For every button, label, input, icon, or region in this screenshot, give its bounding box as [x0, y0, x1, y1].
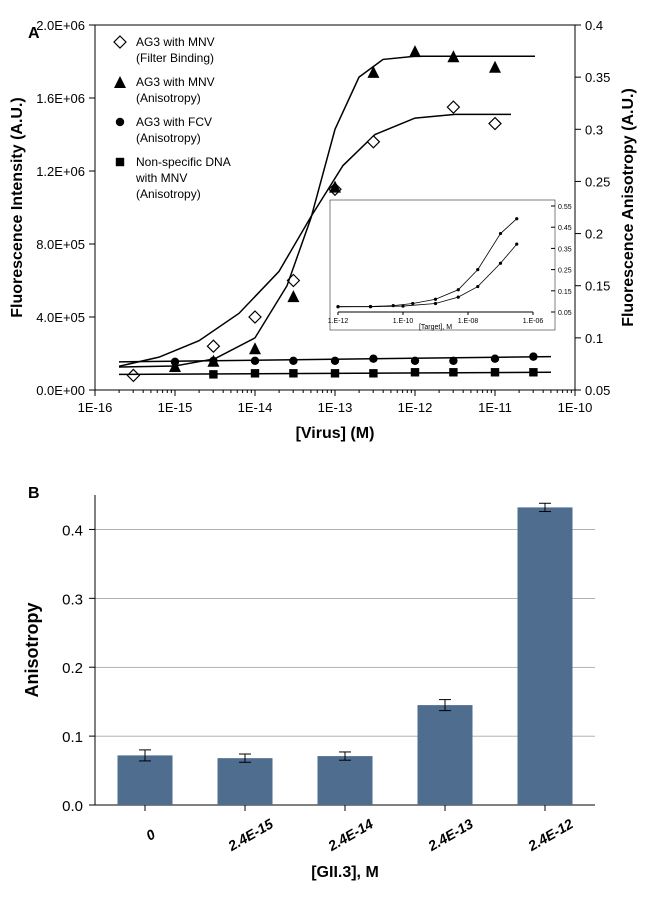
svg-text:4.0E+05: 4.0E+05: [36, 310, 85, 325]
svg-text:0.4: 0.4: [585, 18, 603, 33]
panel-a: A1E-161E-151E-141E-131E-121E-111E-10[Vir…: [0, 0, 658, 460]
svg-text:1E-14: 1E-14: [238, 400, 273, 415]
svg-text:Non-specific DNA: Non-specific DNA: [136, 155, 231, 169]
svg-text:0.45: 0.45: [558, 225, 572, 232]
svg-text:0.55: 0.55: [558, 204, 572, 211]
svg-text:0: 0: [143, 826, 158, 844]
svg-text:AG3 with MNV: AG3 with MNV: [136, 75, 215, 89]
svg-text:1E-13: 1E-13: [318, 400, 353, 415]
svg-text:1E-11: 1E-11: [478, 400, 512, 415]
svg-text:2.0E+06: 2.0E+06: [36, 18, 85, 33]
svg-text:[Target], M: [Target], M: [419, 324, 452, 331]
svg-text:Anisotropy: Anisotropy: [22, 602, 42, 697]
svg-text:1.E-08: 1.E-08: [458, 318, 479, 325]
svg-text:0.05: 0.05: [558, 310, 572, 317]
svg-text:AG3 with FCV: AG3 with FCV: [136, 115, 212, 129]
svg-text:2.4E-15: 2.4E-15: [224, 815, 276, 854]
svg-text:2.4E-13: 2.4E-13: [424, 815, 476, 854]
panel-b-svg: B 0.0 0.1 0.2 0.3 0.4 Anisotropy 0 2.4E-15 2.4E-1…: [0, 480, 658, 910]
svg-text:0.0E+00: 0.0E+00: [36, 383, 85, 398]
svg-text:2.4E-14: 2.4E-14: [324, 815, 376, 854]
svg-text:1E-12: 1E-12: [398, 400, 433, 415]
panel-a-svg: A1E-161E-151E-141E-131E-121E-111E-10[Vir…: [0, 0, 658, 460]
svg-text:0.35: 0.35: [585, 70, 610, 85]
svg-text:1E-10: 1E-10: [558, 400, 593, 415]
svg-text:0.2: 0.2: [585, 227, 603, 242]
svg-text:0.25: 0.25: [585, 174, 610, 189]
svg-text:0.25: 0.25: [558, 268, 572, 275]
panel-b: B 0.0 0.1 0.2 0.3 0.4 Anisotropy 0 2.4E-15 2.4E-1…: [0, 480, 658, 900]
svg-text:1.E-12: 1.E-12: [328, 318, 349, 325]
svg-text:0.1: 0.1: [585, 331, 603, 346]
svg-text:AG3 with MNV: AG3 with MNV: [136, 35, 215, 49]
figure-container: A1E-161E-151E-141E-131E-121E-111E-10[Vir…: [0, 0, 658, 912]
svg-text:Fluorescence Intensity (A.U.): Fluorescence Intensity (A.U.): [9, 97, 26, 318]
svg-text:with MNV: with MNV: [135, 171, 187, 185]
svg-text:B: B: [28, 485, 40, 502]
svg-text:0.0: 0.0: [62, 798, 83, 815]
svg-text:(Anisotropy): (Anisotropy): [136, 187, 201, 201]
svg-text:2.4E-12: 2.4E-12: [524, 815, 576, 854]
svg-text:8.0E+05: 8.0E+05: [36, 237, 85, 252]
svg-text:[GII.3], M: [GII.3], M: [311, 864, 379, 881]
svg-text:1.E-06: 1.E-06: [523, 318, 544, 325]
svg-text:1.6E+06: 1.6E+06: [36, 91, 85, 106]
svg-text:0.2: 0.2: [62, 660, 83, 677]
svg-text:0.1: 0.1: [62, 729, 83, 746]
svg-text:0.05: 0.05: [585, 383, 610, 398]
svg-text:(Anisotropy): (Anisotropy): [136, 91, 201, 105]
svg-text:(Filter Binding): (Filter Binding): [136, 51, 214, 65]
svg-text:[Virus] (M): [Virus] (M): [296, 425, 375, 442]
svg-text:1.2E+06: 1.2E+06: [36, 164, 85, 179]
svg-text:0.15: 0.15: [585, 279, 610, 294]
svg-text:0.3: 0.3: [585, 122, 603, 137]
svg-text:1E-16: 1E-16: [78, 400, 113, 415]
svg-text:Fluorescence Anisotropy (A.U.): Fluorescence Anisotropy (A.U.): [620, 88, 637, 327]
svg-text:0.4: 0.4: [62, 522, 83, 539]
svg-text:0.3: 0.3: [62, 591, 83, 608]
svg-text:0.15: 0.15: [558, 289, 572, 296]
svg-text:1E-15: 1E-15: [158, 400, 193, 415]
svg-text:(Anisotropy): (Anisotropy): [136, 131, 201, 145]
svg-text:0.35: 0.35: [558, 246, 572, 253]
svg-text:1.E-10: 1.E-10: [393, 318, 414, 325]
